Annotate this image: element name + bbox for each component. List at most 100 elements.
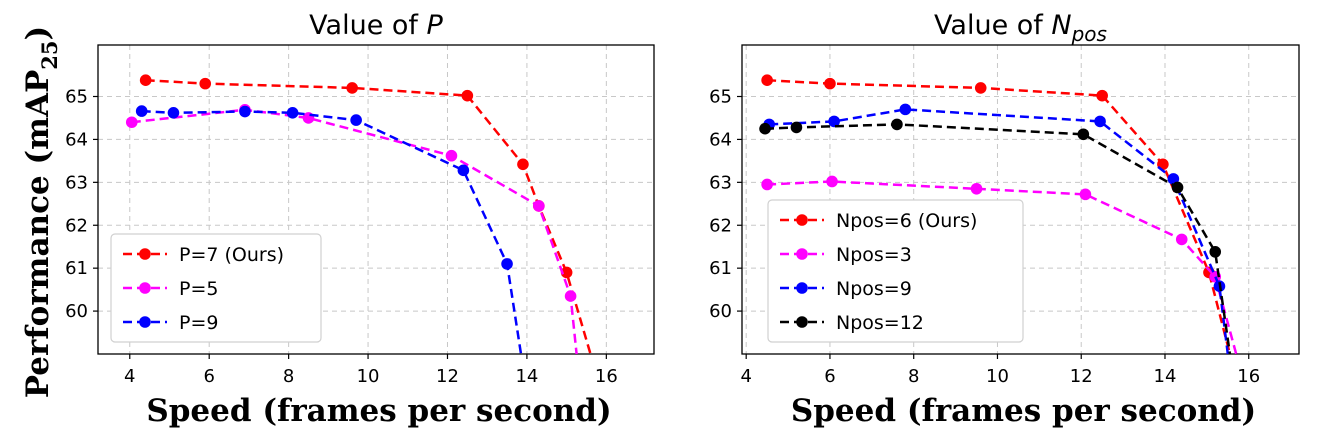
y-tick-label: 65 bbox=[65, 87, 88, 108]
x-tick-label: 16 bbox=[1237, 366, 1260, 387]
data-point bbox=[445, 149, 458, 162]
x-tick-label: 12 bbox=[1070, 366, 1093, 387]
legend-marker bbox=[796, 248, 808, 260]
data-point bbox=[125, 116, 138, 129]
x-tick-label: 10 bbox=[986, 366, 1009, 387]
chart-title: Value of P bbox=[309, 10, 443, 41]
y-axis-label: Performance (mAP25) bbox=[20, 26, 62, 398]
data-point bbox=[199, 77, 212, 90]
chart-title: Value of Npos bbox=[934, 10, 1107, 46]
legend-marker bbox=[139, 248, 151, 260]
legend-label: Npos=3 bbox=[836, 244, 912, 266]
data-point bbox=[167, 107, 180, 119]
x-tick-label: 8 bbox=[283, 366, 294, 387]
data-point bbox=[1209, 246, 1222, 258]
x-tick-label: 6 bbox=[203, 366, 214, 387]
data-point bbox=[533, 200, 545, 212]
data-point bbox=[286, 107, 299, 119]
data-point bbox=[970, 182, 983, 195]
legend-label: P=9 bbox=[179, 312, 218, 334]
chart-title-subscript: pos bbox=[1071, 22, 1107, 46]
data-point bbox=[346, 82, 358, 94]
chart-title-text: Value of bbox=[934, 10, 1051, 41]
y-tick-label: 64 bbox=[65, 129, 88, 150]
x-axis-label: Speed (frames per second) bbox=[146, 393, 611, 429]
x-tick-label: 6 bbox=[824, 366, 835, 387]
data-point bbox=[824, 77, 836, 90]
legend-label: P=7 (Ours) bbox=[179, 244, 284, 266]
series-line-0 bbox=[145, 78, 592, 354]
plot-area bbox=[125, 74, 592, 354]
data-point bbox=[461, 89, 474, 102]
chart-title-text: Value of bbox=[309, 10, 426, 41]
y-tick-label: 61 bbox=[709, 258, 732, 279]
x-tick-label: 4 bbox=[740, 366, 751, 387]
y-axis-label-subscript: 25 bbox=[37, 40, 62, 69]
legend-label: P=5 bbox=[179, 278, 218, 300]
data-point bbox=[974, 82, 987, 94]
x-tick-label: 10 bbox=[357, 366, 380, 387]
data-point bbox=[517, 158, 529, 171]
data-point bbox=[891, 118, 903, 131]
y-axis-label-main: Performance (mAP bbox=[20, 70, 56, 399]
legend-box bbox=[110, 233, 322, 343]
data-point bbox=[457, 164, 470, 177]
chart-value-of-p: 4 6 8 10 12 14 16 60 61 62 63 64 65 Value of P Speed (… bbox=[65, 10, 655, 429]
y-tick-label: 63 bbox=[65, 172, 88, 193]
legend-box bbox=[767, 199, 1024, 343]
data-point bbox=[1167, 173, 1180, 185]
legend-marker bbox=[139, 316, 151, 328]
series-line-2 bbox=[141, 109, 523, 354]
x-tick-label: 8 bbox=[908, 366, 919, 387]
y-tick-label: 64 bbox=[709, 129, 732, 150]
legend-marker bbox=[796, 316, 808, 328]
data-point bbox=[826, 175, 838, 188]
data-point bbox=[1175, 233, 1188, 246]
data-point bbox=[759, 122, 771, 135]
x-tick-label: 14 bbox=[515, 366, 538, 387]
y-tick-label: 65 bbox=[709, 87, 732, 108]
data-point bbox=[899, 103, 912, 116]
data-point bbox=[1079, 188, 1092, 201]
data-point bbox=[1077, 128, 1090, 141]
data-point bbox=[239, 105, 251, 118]
data-point bbox=[761, 74, 773, 86]
x-tick-label: 14 bbox=[1154, 366, 1177, 387]
legend-label: Npos=9 bbox=[836, 278, 912, 300]
legend-marker bbox=[796, 214, 808, 226]
chart-title-symbol: N bbox=[1051, 10, 1071, 41]
data-point bbox=[1096, 89, 1108, 102]
y-tick-label: 61 bbox=[65, 258, 88, 279]
data-point bbox=[135, 105, 148, 117]
y-tick-label: 62 bbox=[709, 215, 732, 236]
x-tick-label: 4 bbox=[124, 366, 135, 387]
data-point bbox=[828, 115, 840, 128]
plot-area bbox=[759, 74, 1238, 354]
plot-frame bbox=[741, 44, 1300, 355]
data-point bbox=[761, 178, 773, 191]
y-tick-label: 62 bbox=[65, 215, 88, 236]
y-axis-label-close: ) bbox=[20, 26, 56, 41]
x-tick-label: 12 bbox=[436, 366, 459, 387]
y-tick-label: 60 bbox=[65, 301, 88, 322]
legend-marker bbox=[139, 282, 151, 294]
legend-label: Npos=6 (Ours) bbox=[836, 210, 977, 232]
plot-frame bbox=[97, 44, 655, 355]
data-point bbox=[1094, 115, 1106, 128]
data-point bbox=[501, 258, 513, 270]
x-tick-label: 16 bbox=[595, 366, 618, 387]
chart-title-symbol: P bbox=[427, 10, 444, 41]
data-point bbox=[560, 266, 573, 279]
data-point bbox=[350, 114, 362, 126]
chart-value-of-npos: 4 6 8 10 12 14 16 60 61 62 63 64 65 Value of Npos Spee… bbox=[709, 10, 1300, 429]
y-tick-label: 60 bbox=[709, 301, 732, 322]
data-point bbox=[1171, 181, 1184, 194]
legend-label: Npos=12 bbox=[836, 312, 924, 334]
data-point bbox=[139, 74, 152, 86]
x-axis-label: Speed (frames per second) bbox=[791, 393, 1256, 429]
y-tick-label: 63 bbox=[709, 172, 732, 193]
data-point bbox=[790, 121, 803, 134]
data-point bbox=[564, 290, 577, 302]
legend-marker bbox=[796, 282, 808, 294]
